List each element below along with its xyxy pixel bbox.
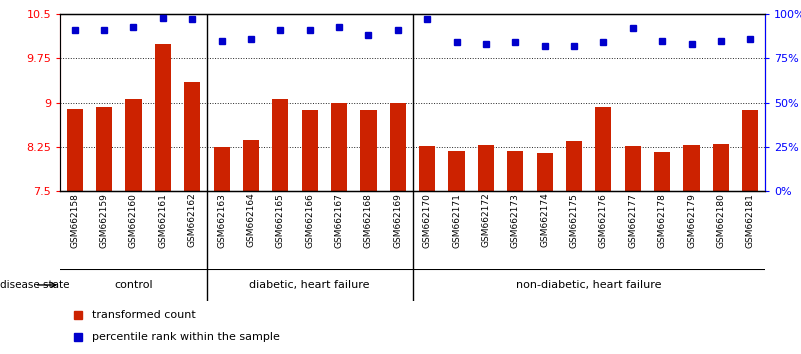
Bar (155, 44, 171, 191)
Bar (566, 141, 582, 191)
Text: GSM662181: GSM662181 (746, 193, 755, 247)
Text: GSM662177: GSM662177 (628, 193, 638, 247)
Bar (126, 99, 142, 191)
Bar (331, 103, 347, 191)
Text: GSM662171: GSM662171 (452, 193, 461, 247)
Bar (184, 82, 200, 191)
Bar (507, 151, 523, 191)
Bar (683, 145, 699, 191)
Text: GSM662168: GSM662168 (364, 193, 373, 247)
Text: GSM662163: GSM662163 (217, 193, 226, 247)
Text: GSM662179: GSM662179 (687, 193, 696, 247)
Text: disease state: disease state (0, 280, 70, 290)
Text: GSM662158: GSM662158 (70, 193, 79, 247)
Bar (713, 144, 729, 191)
Bar (537, 153, 553, 191)
Text: GSM662175: GSM662175 (570, 193, 578, 247)
Text: GSM662159: GSM662159 (99, 193, 109, 247)
Text: diabetic, heart failure: diabetic, heart failure (249, 280, 370, 290)
Text: non-diabetic, heart failure: non-diabetic, heart failure (516, 280, 662, 290)
Text: transformed count: transformed count (92, 310, 195, 320)
Bar (243, 140, 259, 191)
Text: GSM662160: GSM662160 (129, 193, 138, 247)
Text: GSM662178: GSM662178 (658, 193, 666, 247)
Bar (302, 110, 318, 191)
Bar (96, 107, 112, 191)
Text: percentile rank within the sample: percentile rank within the sample (92, 332, 280, 342)
Text: GSM662172: GSM662172 (481, 193, 490, 247)
Bar (66, 109, 83, 191)
Bar (449, 151, 465, 191)
Bar (390, 103, 406, 191)
Bar (743, 110, 759, 191)
Text: control: control (115, 280, 153, 290)
Bar (595, 107, 611, 191)
Bar (272, 99, 288, 191)
Bar (625, 146, 641, 191)
Bar (360, 110, 376, 191)
Bar (478, 145, 494, 191)
Bar (654, 152, 670, 191)
Text: GSM662164: GSM662164 (247, 193, 256, 247)
Text: GSM662170: GSM662170 (423, 193, 432, 247)
Text: GSM662169: GSM662169 (393, 193, 402, 247)
Text: GSM662165: GSM662165 (276, 193, 285, 247)
Bar (214, 147, 230, 191)
Text: GSM662162: GSM662162 (187, 193, 197, 247)
Text: GSM662174: GSM662174 (540, 193, 549, 247)
Text: GSM662166: GSM662166 (305, 193, 314, 247)
Text: GSM662176: GSM662176 (599, 193, 608, 247)
Text: GSM662173: GSM662173 (511, 193, 520, 247)
Text: GSM662161: GSM662161 (159, 193, 167, 247)
Text: GSM662167: GSM662167 (335, 193, 344, 247)
Bar (419, 146, 435, 191)
Text: GSM662180: GSM662180 (716, 193, 726, 247)
